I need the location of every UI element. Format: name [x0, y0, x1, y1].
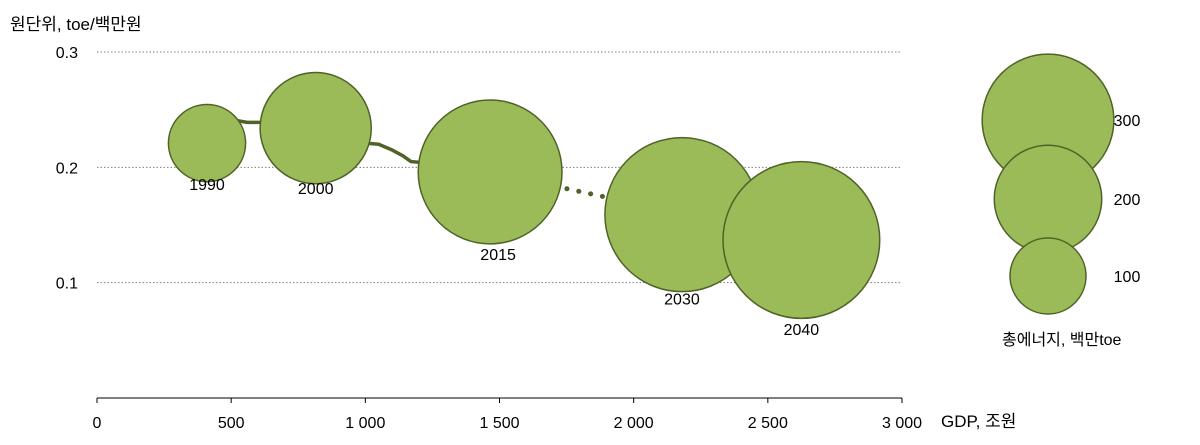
x-tick-label: 2 000	[614, 415, 654, 432]
bubble-labels: 1990 2000 2015 2030 2040	[189, 177, 819, 339]
legend-label-100: 100	[1114, 269, 1141, 286]
x-tick-label: 500	[218, 415, 245, 432]
x-tick-label: 1 000	[345, 415, 385, 432]
legend-label-200: 200	[1114, 192, 1141, 209]
y-tick-label: 0.3	[56, 45, 78, 62]
x-tick-label: 0	[93, 415, 102, 432]
y-axis-title: 원단위, toe/백만원	[10, 15, 142, 34]
bubble-2040	[722, 160, 881, 320]
legend-bubble-100	[1009, 237, 1087, 315]
bubble-label-1990: 1990	[189, 177, 225, 194]
bubble-2015	[417, 99, 563, 245]
bubble-label-2015: 2015	[480, 247, 516, 264]
size-legend: 총에너지, 백만toe 300 200 100	[981, 53, 1141, 349]
bubble-label-2000: 2000	[298, 181, 334, 198]
x-tick-label: 1 500	[479, 415, 519, 432]
x-axis-title: GDP, 조원	[941, 412, 1016, 431]
bubble-label-2030: 2030	[664, 292, 700, 309]
legend-bubble-200	[993, 144, 1103, 254]
bubbles	[167, 71, 881, 320]
y-tick-label: 0.2	[56, 160, 78, 177]
y-tick-label: 0.1	[56, 276, 78, 293]
legend-label-300: 300	[1114, 113, 1141, 130]
x-tick-label: 3 000	[882, 415, 922, 432]
x-tick-label: 2 500	[748, 415, 788, 432]
size-legend-title: 총에너지, 백만toe	[1002, 331, 1122, 349]
bubble-label-2040: 2040	[784, 322, 820, 339]
bubble-2000	[259, 71, 373, 185]
bubble-1990	[167, 103, 247, 183]
axes: 원단위, toe/백만원 GDP, 조원 0.1 0.2 0.3 0 500 1 000 1…	[10, 15, 1016, 432]
